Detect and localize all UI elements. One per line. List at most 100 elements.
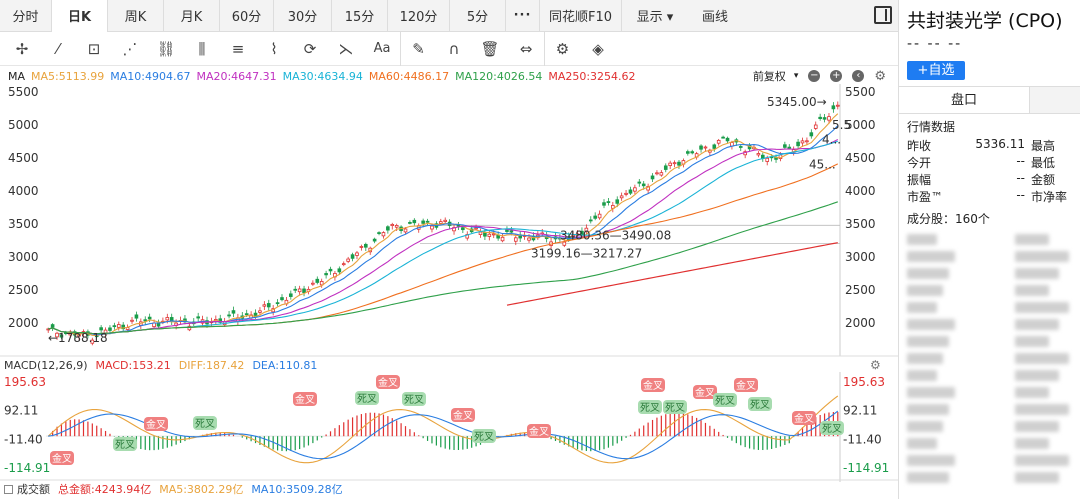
layers-icon[interactable]: ◈ [592,39,604,58]
list-item[interactable] [903,402,1077,416]
volume-legend-item-0: 总金额:4243.94亿 [58,483,152,496]
expand-icon[interactable] [4,484,13,494]
magnet-icon[interactable]: ∩ [448,39,460,58]
tab-1[interactable]: 日K [52,0,108,32]
parallel-icon[interactable]: ⫼ [198,39,206,58]
candle-body [725,137,730,142]
ma-legend-item-4: MA60:4486.17 [368,69,450,83]
trash-icon[interactable]: 🗑 [480,39,500,58]
y-tick-left: 2000 [8,316,39,330]
dead-cross-badge [355,391,379,405]
candle-body [491,233,496,236]
list-item[interactable] [903,385,1077,399]
list-item[interactable] [903,317,1077,331]
golden-cross-badge [50,451,74,465]
adjust-select[interactable]: 前复权 [752,70,786,83]
range-label-2: 3199.16—3217.27 [531,246,642,260]
candle-body [99,327,103,331]
list-item[interactable] [903,266,1077,280]
macd-gear-icon[interactable]: ⚙ [870,358,881,372]
zoom-out-icon[interactable]: − [808,70,821,82]
list-item[interactable] [903,300,1077,314]
rect-icon[interactable]: ⊡ [87,39,101,58]
list-item[interactable] [903,368,1077,382]
dead-cross-badge [748,397,772,411]
list-item[interactable] [903,249,1077,263]
golden-cross-label: 金叉 [295,393,315,406]
dead-cross-label: 死叉 [474,431,494,443]
text-list-icon[interactable]: ≡ [231,39,245,58]
candle-body [297,288,302,293]
candle-body [59,334,64,338]
fan-icon[interactable]: ⋰ [122,39,138,58]
candle-body [438,221,443,224]
candle-body [319,281,324,286]
candle-body [513,237,518,242]
settings-gear-icon[interactable]: ⚙ [874,68,886,84]
kline-chart[interactable]: 5500 5500 5000 5000 4500 4500 4000 4000 3500 3500… [0,84,898,499]
tab-5[interactable]: 30分 [274,0,332,32]
tab-0[interactable]: 分时 [0,0,52,32]
list-item[interactable] [903,419,1077,433]
ma120-line [48,201,838,335]
zoom-in-icon[interactable]: + [830,70,843,82]
golden-cross-badge [641,378,665,392]
candle-body [143,319,148,322]
tab-9[interactable]: ··· [506,0,540,32]
tab-8[interactable]: 5分 [450,0,506,32]
add-watchlist-button[interactable]: +自选 [907,61,965,80]
candle-body [456,224,461,227]
candle-body [712,144,717,149]
candle-body [611,205,615,209]
pitchfork-icon[interactable]: ⋋ [338,39,354,58]
ma-legend: MA MA5:5113.99 MA10:4904.67 MA20:4647.31 MA… [8,68,886,84]
ma-legend-item-2: MA20:4647.31 [196,69,277,83]
golden-cross-label: 金叉 [695,386,715,399]
candle-body [341,263,346,266]
list-item[interactable] [903,436,1077,450]
tab-6[interactable]: 15分 [332,0,388,32]
y-tick-right: 4500 [845,151,876,165]
golden-cross-label: 金叉 [736,379,756,392]
tab-pankou[interactable]: 盘口 [899,86,1029,114]
list-item[interactable] [903,232,1077,246]
candle-body [809,132,814,137]
font-icon[interactable]: Aa [373,41,391,56]
candle-body [721,136,725,139]
list-item[interactable] [903,334,1077,348]
macd-legend-item-0: MACD:153.21 [95,358,171,372]
crosshair-icon[interactable]: ✢ [15,39,29,58]
tab-3[interactable]: 月K [164,0,220,32]
cycle-icon[interactable]: ⟳ [303,39,317,58]
y-tick-left: 4500 [8,151,39,165]
tab-2[interactable]: 周K [108,0,164,32]
ma-legend-item-0: MA5:5113.99 [31,69,105,83]
move-left-icon[interactable]: ‹ [852,70,865,82]
candle-body [390,224,395,226]
list-item[interactable] [903,351,1077,365]
list-item[interactable] [903,470,1077,484]
tab-7[interactable]: 120分 [388,0,450,32]
line-icon[interactable]: ⁄ [56,39,60,58]
dead-cross-badge [113,437,137,451]
macd-y-tick-right: -114.91 [843,461,889,475]
list-item[interactable] [903,283,1077,297]
range-label-1: 3480.36—3490.08 [560,228,671,242]
y-tick-right: 2000 [845,316,876,330]
gear-icon[interactable]: ⚙ [544,31,580,66]
arrows-icon[interactable]: ⇔ [519,39,533,58]
tab-10[interactable]: 同花顺F10 [540,0,622,32]
wave-icon[interactable]: ⌇ [270,39,278,58]
list-item[interactable] [903,453,1077,467]
candle-body [315,278,320,283]
channel-icon[interactable]: ⛓ [156,39,176,58]
tab-4[interactable]: 60分 [220,0,274,32]
tab-12[interactable]: 画线 [701,10,728,25]
dead-cross-label: 死叉 [640,402,660,414]
pen-icon[interactable]: ✎ [400,31,436,66]
candle-body [805,140,809,143]
ma250-line [506,242,838,306]
candle-body [394,225,399,228]
panel-toggle-icon[interactable] [874,6,892,24]
tab-11[interactable]: 显示 ▾ [636,10,674,25]
